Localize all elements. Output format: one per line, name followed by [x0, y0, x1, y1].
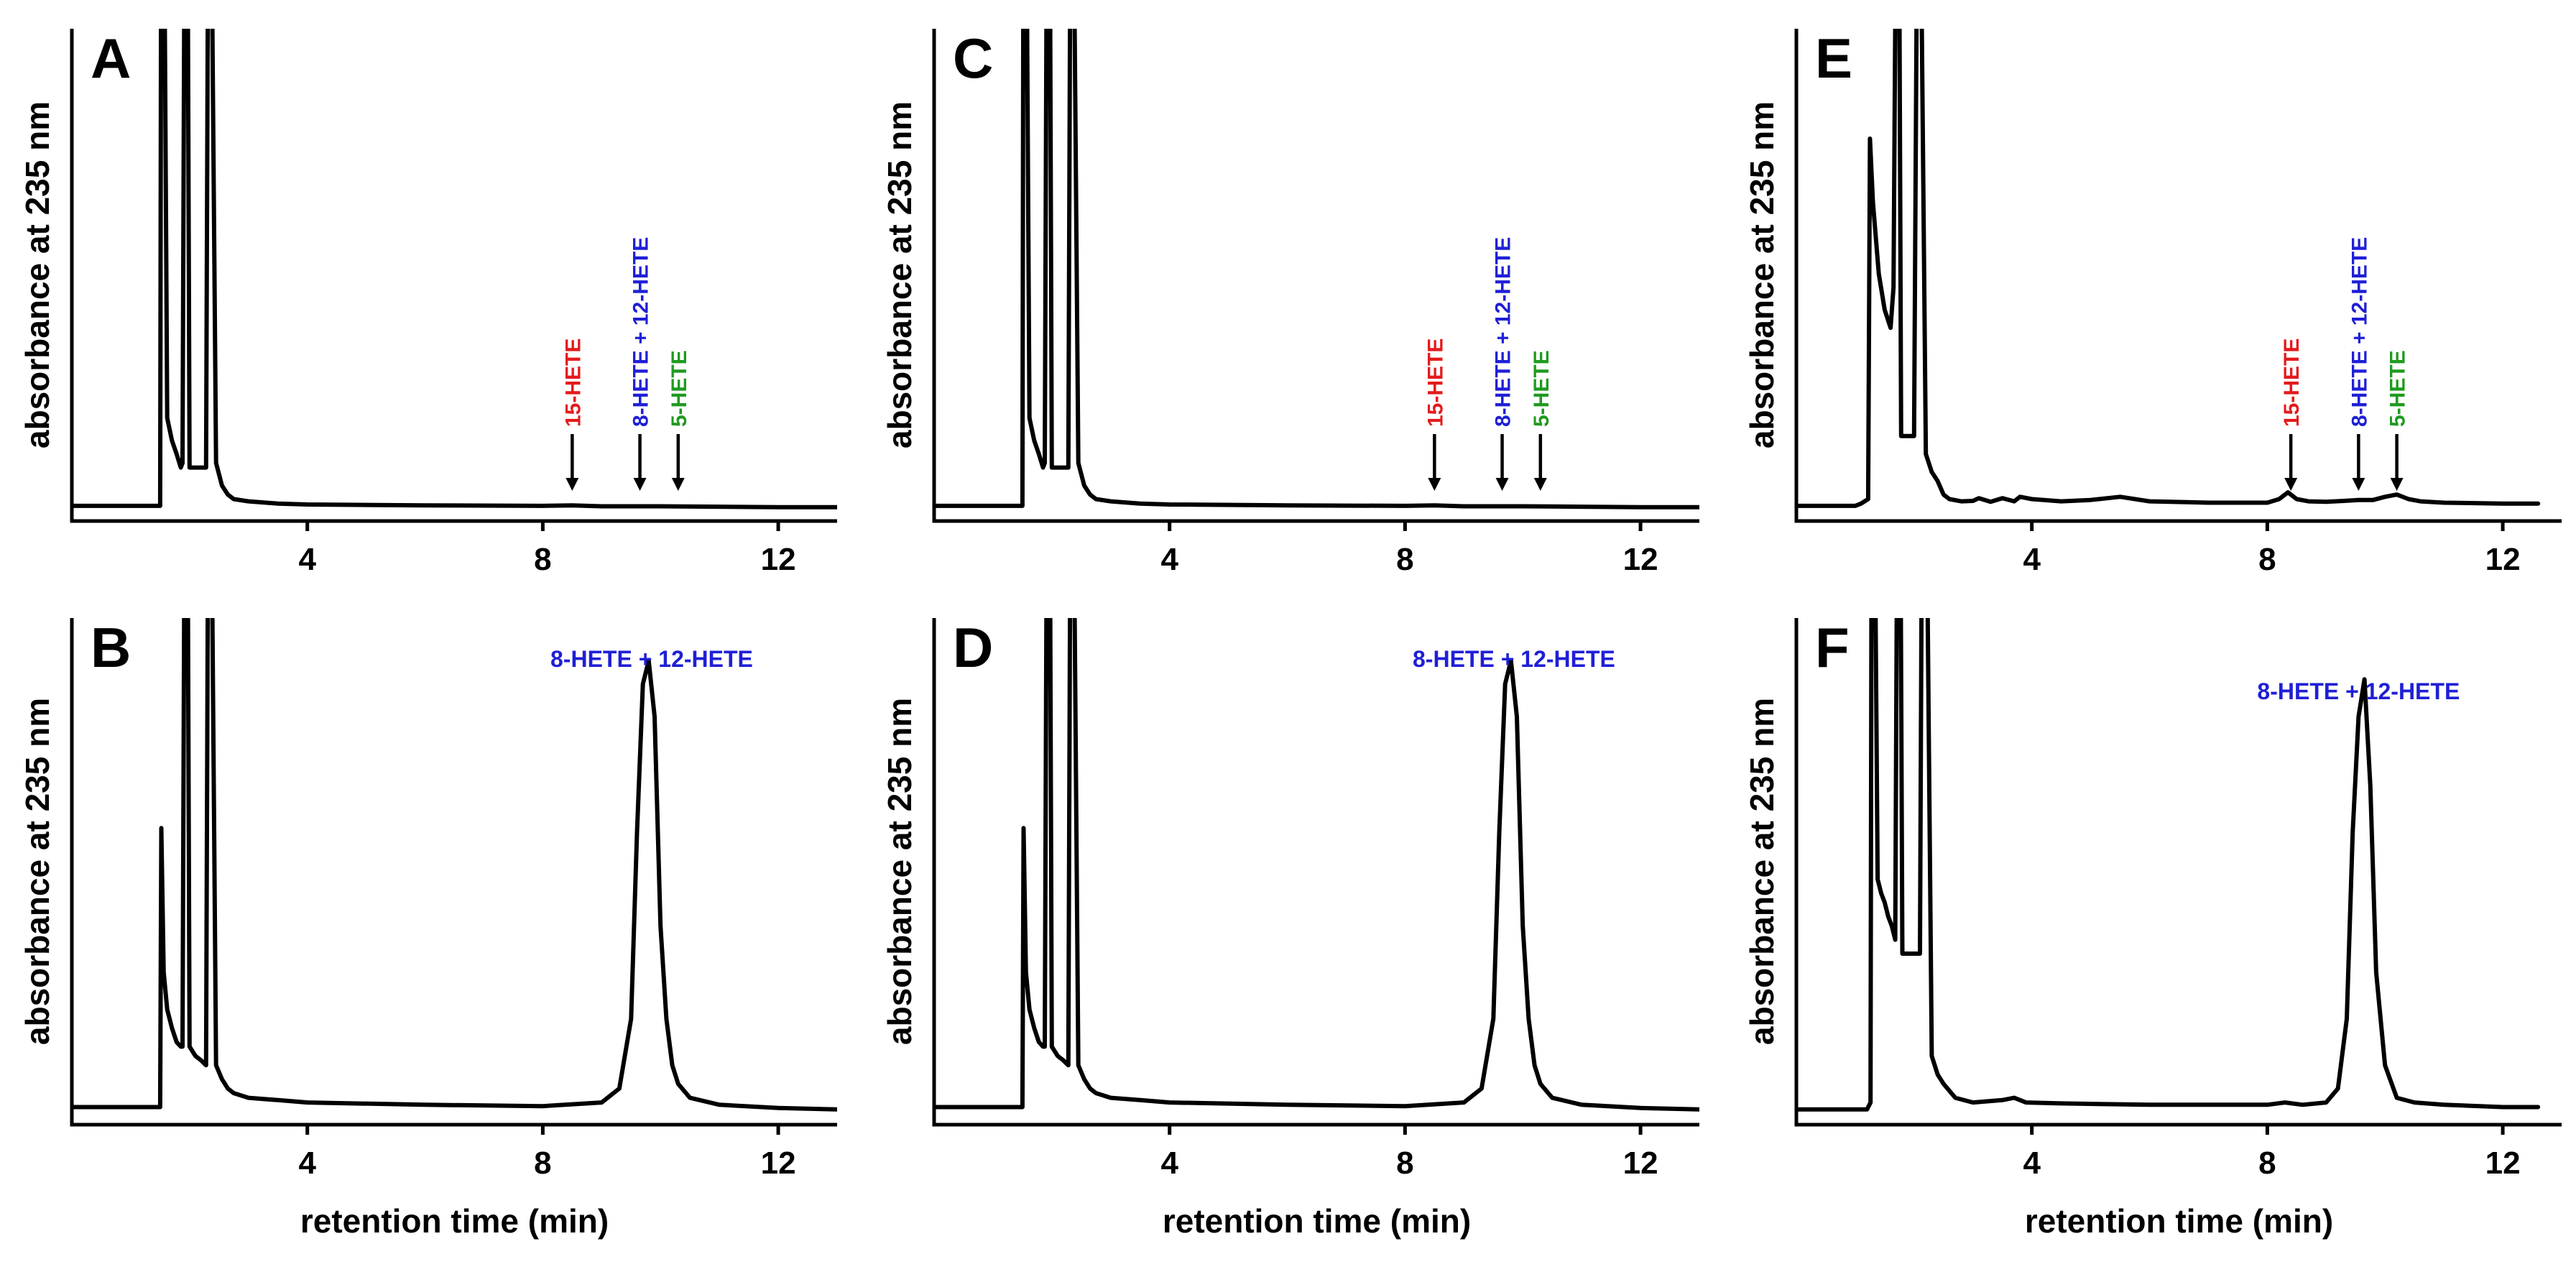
- panel-d: 4 8 12 absorbance at 235 nm retention time (…: [881, 616, 1699, 1240]
- annotation-label: 15-HETE: [561, 338, 585, 427]
- y-axis-label: absorbance at 235 nm: [1743, 101, 1781, 448]
- panel-b: 4 8 12 absorbance at 235 nm retention time (…: [19, 616, 837, 1240]
- panel-c: 4 8 12 absorbance at 235 nm C 15-HETE 8-HETE +…: [881, 27, 1699, 577]
- annotation-label: 8-HETE + 12-HETE: [2348, 237, 2371, 427]
- x-tick-label: 4: [1160, 542, 1178, 577]
- x-tick-label: 4: [2023, 542, 2041, 577]
- x-tick-label: 8: [534, 1146, 551, 1181]
- panel-letter: A: [91, 27, 131, 90]
- y-axis-label: absorbance at 235 nm: [881, 101, 918, 448]
- axes: [70, 618, 837, 1127]
- chromatogram-trace: [1796, 618, 2541, 1112]
- annotation-arrowhead: [633, 478, 647, 491]
- axes: [932, 29, 1699, 523]
- panel-letter: B: [91, 616, 131, 679]
- axes: [932, 618, 1699, 1127]
- annotation-arrowhead: [2390, 478, 2404, 491]
- x-tick-label: 4: [1160, 1146, 1178, 1181]
- annotation-arrowhead: [2352, 478, 2365, 491]
- chromatogram-trace: [934, 29, 1699, 510]
- x-tick-label: 8: [2258, 1146, 2276, 1181]
- panel-letter: E: [1815, 27, 1852, 90]
- x-tick-label: 12: [1623, 542, 1658, 577]
- x-tick-label: 8: [1396, 1146, 1413, 1181]
- x-tick-label: 8: [534, 542, 551, 577]
- x-tick-label: 12: [1623, 1146, 1658, 1181]
- annotation-arrowhead: [671, 478, 685, 491]
- chromatogram-trace: [72, 618, 837, 1112]
- peak-annotation-label: 8-HETE + 12-HETE: [2257, 678, 2460, 704]
- chromatogram-trace: [934, 618, 1699, 1112]
- x-tick-label: 12: [761, 1146, 796, 1181]
- panel-e: 4 8 12 absorbance at 235 nm E 15-HETE 8-HETE +…: [1743, 27, 2562, 577]
- annotation-arrowhead: [565, 478, 579, 491]
- y-axis-label: absorbance at 235 nm: [19, 698, 56, 1045]
- x-axis-label: retention time (min): [1163, 1202, 1471, 1240]
- x-tick-label: 12: [2485, 542, 2521, 577]
- annotation-label: 15-HETE: [2280, 338, 2304, 427]
- y-axis-label: absorbance at 235 nm: [19, 101, 56, 448]
- x-tick-label: 12: [761, 542, 796, 577]
- axes: [1794, 29, 2562, 523]
- axes: [70, 29, 837, 523]
- annotation-label: 5-HETE: [2386, 350, 2410, 427]
- annotation-label: 5-HETE: [1530, 350, 1554, 427]
- x-axis-label: retention time (min): [2025, 1202, 2333, 1240]
- chromatogram-trace: [1796, 29, 2541, 508]
- annotation-arrowhead: [2284, 478, 2298, 491]
- annotation-label: 8-HETE + 12-HETE: [1492, 237, 1515, 427]
- annotation-label: 8-HETE + 12-HETE: [629, 237, 653, 427]
- annotation-label: 5-HETE: [668, 350, 691, 427]
- panel-a: 4 8 12 absorbance at 235 nm A 15-HETE 8-HETE +…: [19, 27, 837, 577]
- peak-annotation-label: 8-HETE + 12-HETE: [550, 646, 753, 672]
- x-tick-label: 4: [298, 542, 316, 577]
- annotation-arrowhead: [1495, 478, 1509, 491]
- x-tick-label: 4: [298, 1146, 316, 1181]
- annotation-label: 15-HETE: [1423, 338, 1447, 427]
- panel-letter: C: [953, 27, 993, 90]
- panel-letter: F: [1815, 616, 1850, 679]
- x-tick-label: 8: [1396, 542, 1413, 577]
- y-axis-label: absorbance at 235 nm: [1743, 698, 1781, 1045]
- axes: [1794, 618, 2562, 1127]
- x-tick-label: 12: [2485, 1146, 2521, 1181]
- panel-f: 4 8 12 absorbance at 235 nm retention time (…: [1743, 616, 2562, 1240]
- panel-letter: D: [953, 616, 993, 679]
- y-axis-label: absorbance at 235 nm: [881, 698, 918, 1045]
- x-tick-label: 4: [2023, 1146, 2041, 1181]
- x-axis-label: retention time (min): [300, 1202, 609, 1240]
- annotation-arrowhead: [1533, 478, 1547, 491]
- peak-annotation-label: 8-HETE + 12-HETE: [1413, 646, 1615, 672]
- x-tick-label: 8: [2258, 542, 2276, 577]
- annotation-arrowhead: [1428, 478, 1441, 491]
- chromatogram-trace: [72, 29, 837, 510]
